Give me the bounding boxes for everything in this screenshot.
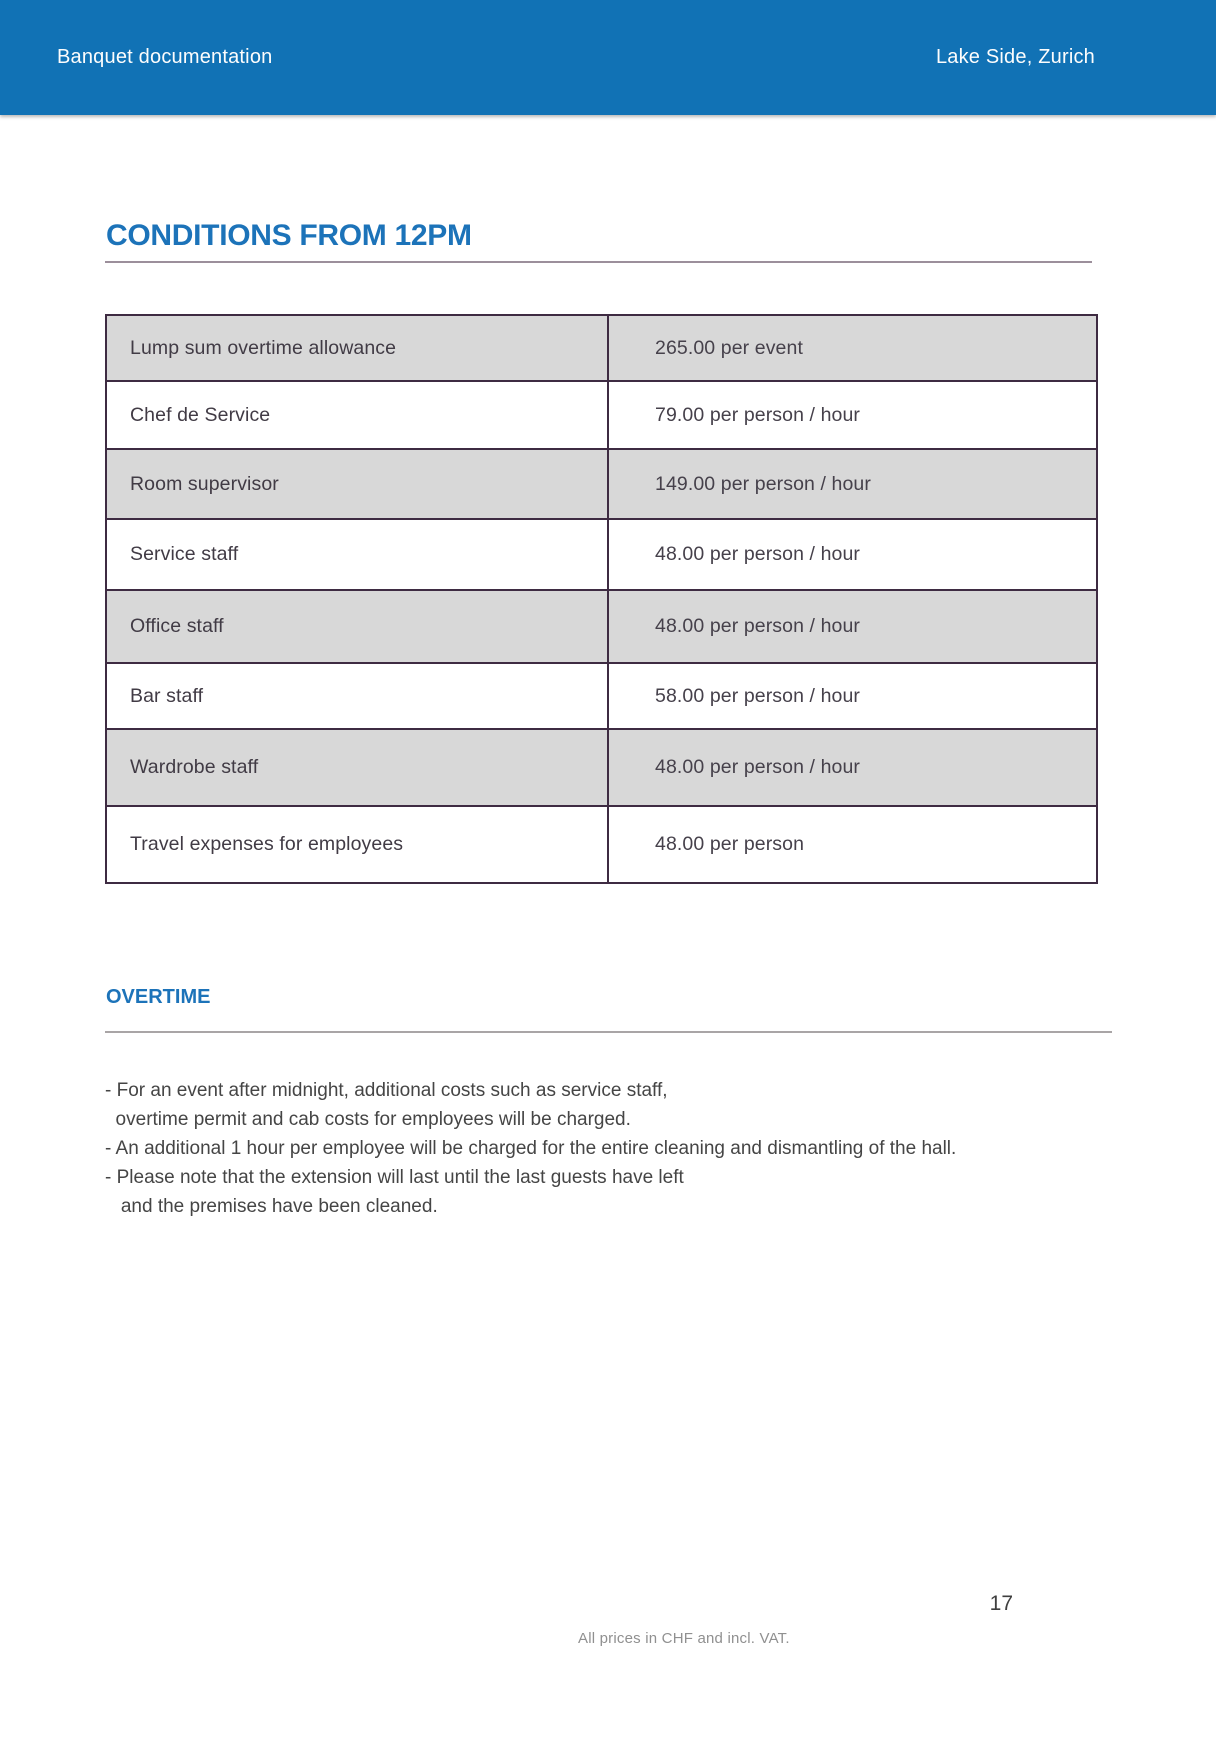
rate-cell: 48.00 per person / hour <box>655 543 861 565</box>
table-row: Office staff 48.00 per person / hour <box>107 591 1096 664</box>
table-row: Chef de Service 79.00 per person / hour <box>107 382 1096 450</box>
header-bar: Banquet documentation Lake Side, Zurich <box>0 0 1216 115</box>
table-row: Travel expenses for employees 48.00 per … <box>107 807 1096 882</box>
overtime-notes: - For an event after midnight, additiona… <box>105 1076 956 1221</box>
table-row: Wardrobe staff 48.00 per person / hour <box>107 730 1096 807</box>
staff-type-cell: Bar staff <box>107 664 609 728</box>
rate-cell: 265.00 per event <box>655 336 803 359</box>
rate-cell: 149.00 per person / hour <box>655 472 871 495</box>
overtime-section-title: OVERTIME <box>106 986 211 1008</box>
table-row: Bar staff 58.00 per person / hour <box>107 664 1096 730</box>
table-row: Lump sum overtime allowance 265.00 per e… <box>107 316 1096 382</box>
rate-cell: 48.00 per person / hour <box>655 615 861 637</box>
page-number: 17 <box>989 1592 1013 1615</box>
overtime-note-line: and the premises have been cleaned. <box>105 1196 438 1217</box>
rate-cell: 58.00 per person / hour <box>655 684 861 707</box>
table-row: Room supervisor 149.00 per person / hour <box>107 450 1096 520</box>
overtime-note-line: - An additional 1 hour per employee will… <box>105 1138 957 1159</box>
header-location: Lake Side, Zurich <box>935 46 1095 68</box>
staff-type-cell: Service staff <box>107 520 609 589</box>
staff-type-cell: Wardrobe staff <box>107 730 609 805</box>
overtime-note-line: - For an event after midnight, additiona… <box>105 1080 668 1101</box>
staff-type-cell: Room supervisor <box>107 450 609 518</box>
page-title: CONDITIONS FROM 12PM <box>106 219 472 252</box>
overtime-note-line: - Please note that the extension will la… <box>105 1167 684 1188</box>
rate-cell: 79.00 per person / hour <box>655 403 861 426</box>
rate-cell: 48.00 per person <box>655 833 805 855</box>
table-row: Service staff 48.00 per person / hour <box>107 520 1096 591</box>
staff-type-cell: Lump sum overtime allowance <box>107 316 609 380</box>
staff-type-cell: Chef de Service <box>107 382 609 448</box>
rates-table: Lump sum overtime allowance 265.00 per e… <box>105 314 1098 884</box>
overtime-divider <box>105 1031 1112 1033</box>
title-divider <box>105 261 1092 263</box>
staff-type-cell: Office staff <box>107 591 609 662</box>
overtime-note-line: overtime permit and cab costs for employ… <box>105 1109 631 1130</box>
rate-cell: 48.00 per person / hour <box>655 756 861 778</box>
footer-vat-note: All prices in CHF and incl. VAT. <box>578 1630 790 1647</box>
header-document-title: Banquet documentation <box>57 46 273 68</box>
staff-type-cell: Travel expenses for employees <box>107 807 609 882</box>
